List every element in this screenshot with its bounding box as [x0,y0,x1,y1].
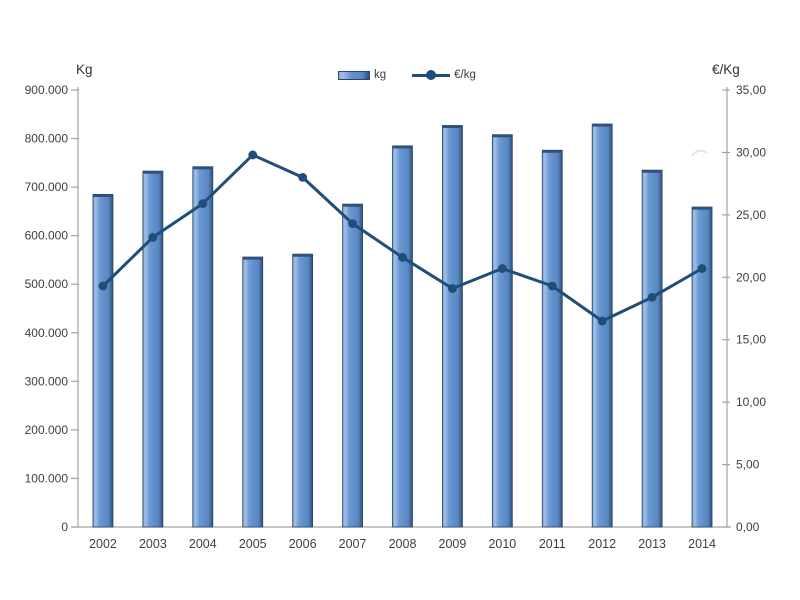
bar-top-bevel [392,145,413,149]
x-axis-category-label: 2011 [539,537,566,551]
line-marker-2010 [497,264,507,273]
bar-top-bevel [242,257,263,260]
x-axis-category-label: 2013 [638,537,666,551]
x-axis-category-label: 2009 [439,537,467,551]
legend-label-kg: kg [374,69,387,81]
x-axis-category-label: 2002 [89,537,117,551]
right-axis-tick-label: 35,00 [736,83,766,97]
bar-2005 [242,256,264,528]
x-axis-category-label: 2008 [389,537,417,551]
x-axis-category-label: 2005 [239,537,267,551]
bar-2004 [192,166,214,528]
right-axis-tick-label: 30,00 [736,145,766,159]
legend-item-eur-kg: €/kg [412,69,476,81]
left-axis-title: Kg [76,62,93,77]
legend-item-kg: kg [338,69,386,81]
line-swatch-marker [426,70,437,80]
bar-top-bevel [692,207,713,210]
line-series-swatch-icon [412,70,451,80]
left-axis-tick-label: 700.000 [25,180,69,194]
x-axis-category-label: 2004 [189,537,217,551]
bar-top-bevel [642,170,663,173]
x-axis-category-label: 2014 [688,537,716,551]
line-marker-2003 [148,232,158,242]
bar-2013 [641,169,663,528]
bar-2008 [392,145,413,528]
bar-top-bevel [292,254,313,257]
bar-series-swatch-icon [338,70,370,80]
x-axis-category-label: 2003 [139,537,167,551]
line-marker-2005 [248,150,258,160]
bar-top-bevel [492,134,513,138]
left-axis-tick-label: 300.000 [25,374,69,388]
line-marker-2011 [547,281,557,291]
bar-2014 [691,206,713,528]
legend-label-eur-kg: €/kg [454,69,476,81]
bar-top-bevel [592,123,613,127]
right-axis-tick-label: 15,00 [736,333,766,347]
right-axis-tick-label: 10,00 [736,395,766,409]
x-axis-category-label: 2007 [339,537,367,551]
right-axis-tick-label: 0,00 [736,520,760,534]
right-axis-title: €/Kg [712,62,740,77]
bar-2006 [292,253,314,528]
bar-2012 [591,123,613,528]
bar-2011 [541,149,563,528]
left-axis-tick-label: 600.000 [25,229,69,243]
bar-2007 [342,203,363,528]
right-axis-tick-label: 20,00 [736,270,766,284]
bar-top-bevel [442,125,463,129]
left-axis-tick-label: 900.000 [25,83,69,97]
left-axis-tick-label: 400.000 [25,326,69,340]
left-axis-tick-label: 800.000 [25,132,69,146]
left-axis-tick-label: 100.000 [25,471,69,485]
x-axis-category-label: 2006 [289,537,317,551]
left-axis-tick-label: 500.000 [25,277,69,291]
bar-2003 [142,170,164,528]
line-marker-2014 [697,264,707,273]
bar-top-bevel [192,166,213,170]
line-marker-2002 [98,281,108,291]
line-marker-2009 [448,284,457,293]
x-axis-category-label: 2012 [588,537,616,551]
bar-top-bevel [542,150,563,153]
bar-2002 [92,193,114,528]
bar-top-bevel [342,204,363,207]
line-marker-2008 [398,252,407,262]
line-marker-2012 [597,316,607,326]
chart-legend: kg €/kg [338,69,476,81]
bar-2009 [442,125,463,528]
artifact-smudge [691,149,708,157]
right-axis-tick-label: 25,00 [736,208,766,222]
bars-group [92,123,713,528]
line-marker-2013 [647,292,657,302]
left-axis-tick-label: 0 [61,520,68,534]
line-marker-2007 [348,219,357,228]
left-axis-tick-label: 200.000 [25,423,69,437]
bar-2010 [491,134,513,528]
x-axis-category-label: 2010 [488,537,516,551]
bar-top-bevel [142,171,163,174]
line-marker-2006 [298,173,308,182]
bar-top-bevel [92,194,113,197]
right-axis-tick-label: 5,00 [736,458,760,472]
line-marker-2004 [198,199,208,209]
